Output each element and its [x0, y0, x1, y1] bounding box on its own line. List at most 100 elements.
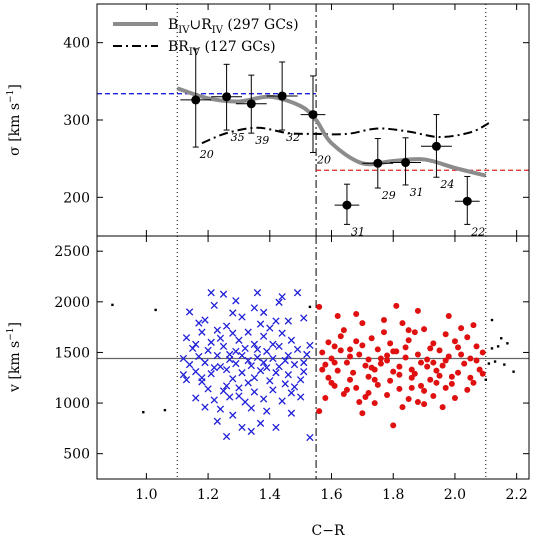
blue-gc-cross	[210, 363, 218, 372]
red-gc-dot	[387, 340, 394, 347]
red-gc-dot	[371, 400, 378, 407]
red-gc-dot	[387, 377, 394, 384]
outlier-dot	[512, 370, 515, 373]
red-gc-dot	[365, 356, 372, 363]
red-gc-dot	[390, 348, 397, 355]
red-gc-dot	[411, 329, 418, 336]
point-count-label: 20	[199, 148, 214, 161]
blue-gc-cross	[275, 298, 283, 306]
red-gc-dot	[418, 359, 424, 366]
outlier-dot	[111, 303, 114, 307]
red-gc-dot	[343, 386, 350, 393]
dispersion-point	[246, 99, 256, 109]
blue-gc-cross	[179, 354, 188, 363]
red-gc-dot	[325, 339, 332, 346]
red-gc-dot	[424, 363, 431, 370]
blue-gc-cross	[229, 411, 237, 419]
red-gc-dot	[384, 357, 391, 364]
top-y-tick-label: 300	[63, 113, 90, 129]
bottom-y-tick-label: 2000	[54, 295, 90, 311]
bottom-y-tick-label: 1000	[54, 396, 90, 412]
blue-gc-cross	[238, 369, 246, 377]
legend-label-dashdot: BRIV (127 GCs)	[168, 39, 276, 58]
x-tick-label: 2.0	[444, 487, 466, 503]
red-gc-dot	[371, 376, 378, 383]
red-gc-dot	[328, 355, 335, 362]
blue-gc-cross	[213, 351, 222, 360]
blue-gc-cross	[290, 360, 299, 369]
blue-gc-cross	[250, 374, 259, 382]
red-gc-dot	[334, 312, 341, 319]
outlier-dot	[154, 308, 157, 312]
red-gc-dot	[356, 399, 363, 406]
point-count-label: 39	[255, 134, 269, 147]
blue-gc-cross	[219, 342, 228, 351]
red-gc-dot	[448, 380, 455, 387]
red-gc-dot	[430, 392, 437, 399]
blue-gc-cross	[284, 371, 292, 379]
blue-gc-cross	[250, 304, 259, 312]
red-gc-dot	[476, 366, 483, 373]
blue-gc-cross	[275, 342, 283, 351]
outlier-dot	[503, 363, 506, 366]
red-gc-dot	[322, 361, 329, 368]
blue-gc-cross	[222, 382, 231, 390]
blue-gc-cross	[201, 358, 209, 367]
red-gc-dot	[374, 346, 381, 353]
red-gc-dot	[365, 373, 372, 380]
point-count-label: 32	[286, 131, 300, 144]
blue-gc-cross	[185, 360, 194, 369]
bottom-plot-frame	[96, 235, 530, 480]
outlier-dot	[487, 362, 491, 365]
bottom-y-tick-label: 1500	[54, 345, 90, 361]
red-gc-dot	[408, 374, 415, 381]
blue-gc-cross	[207, 289, 215, 297]
blue-gc-cross	[259, 332, 268, 340]
blue-gc-cross	[238, 351, 246, 360]
red-gc-dot	[384, 391, 391, 398]
blue-gc-cross	[275, 362, 283, 371]
blue-gc-cross	[179, 371, 188, 379]
red-gc-dot	[399, 320, 406, 327]
red-gc-dot	[365, 389, 372, 396]
red-gc-dot	[390, 422, 397, 429]
red-gc-dot	[390, 368, 397, 375]
red-gc-dot	[430, 340, 437, 347]
red-gc-dot	[467, 374, 474, 381]
top-y-tick-label: 400	[63, 36, 90, 52]
red-gc-dot	[316, 303, 323, 310]
red-gc-dot	[455, 344, 462, 351]
blue-gc-cross	[198, 328, 206, 336]
blue-gc-cross	[278, 397, 286, 405]
bottom-reference-lines	[97, 236, 529, 479]
blue-gc-cross	[207, 338, 215, 346]
red-gc-dot	[418, 382, 424, 389]
blue-gc-cross	[192, 368, 200, 376]
red-gc-dot	[359, 410, 366, 417]
blue-gc-cross	[235, 336, 243, 344]
dispersion-point	[342, 200, 352, 210]
blue-gc-cross	[182, 376, 191, 384]
blue-gc-cross	[201, 316, 209, 324]
dispersion-point	[373, 158, 383, 168]
red-gc-dot	[334, 367, 341, 374]
red-gc-dot	[451, 395, 458, 401]
blue-gc-cross	[284, 351, 292, 360]
blue-gc-cross	[250, 340, 259, 348]
red-gc-dot	[427, 376, 434, 383]
red-gc-dot	[455, 369, 462, 376]
point-count-label: 31	[351, 225, 365, 238]
blue-gc-cross	[296, 393, 305, 401]
red-gc-dot	[461, 360, 468, 367]
red-gc-dot	[325, 374, 332, 381]
red-gc-dot	[359, 320, 366, 327]
blue-gc-cross	[222, 322, 231, 330]
blue-gc-cross	[219, 387, 228, 395]
blue-gc-cross	[300, 314, 308, 322]
blue-gc-cross	[281, 356, 289, 365]
red-gc-dot	[479, 349, 486, 356]
outlier-dot	[506, 342, 509, 345]
red-gc-dot	[433, 367, 440, 374]
blue-gc-cross	[247, 361, 255, 370]
red-gc-dot	[448, 373, 455, 380]
